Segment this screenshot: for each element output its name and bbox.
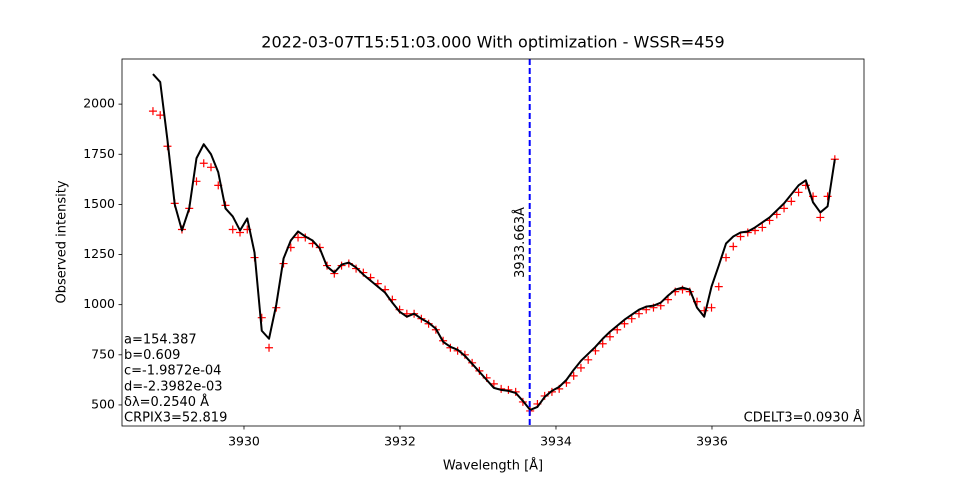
fit-parameter: b=0.609	[124, 348, 180, 363]
x-axis-label: Wavelength [Å]	[443, 458, 543, 474]
x-tick-label: 3930	[228, 434, 260, 449]
data-point	[613, 325, 622, 334]
y-tick-label: 1500	[83, 196, 115, 211]
data-point	[620, 319, 629, 328]
fit-parameter: CRPIX3=52.819	[124, 411, 227, 426]
data-point	[584, 355, 593, 364]
x-tick-label: 3936	[696, 434, 728, 449]
y-tick-label: 1000	[83, 296, 115, 311]
fit-parameter: d=-2.3982e-03	[124, 379, 223, 394]
data-point	[736, 232, 745, 241]
data-point	[714, 282, 723, 291]
data-point	[199, 159, 208, 168]
data-point	[228, 225, 237, 234]
data-point	[598, 339, 607, 348]
data-point	[758, 223, 767, 232]
chart-title: 2022-03-07T15:51:03.000 With optimizatio…	[261, 33, 724, 52]
y-tick-label: 2000	[83, 96, 115, 111]
x-tick-label: 3934	[540, 434, 572, 449]
data-point	[787, 197, 796, 206]
data-point	[294, 233, 303, 242]
data-point	[729, 242, 738, 251]
fit-parameter: a=154.387	[124, 333, 197, 348]
data-point	[265, 343, 274, 352]
data-point	[156, 111, 165, 120]
data-point	[627, 314, 636, 323]
data-point	[605, 332, 614, 341]
fit-parameter: CDELT3=0.0930 Å	[744, 410, 862, 426]
data-point	[816, 213, 825, 222]
y-tick-label: 500	[91, 396, 115, 411]
plot-frame	[121, 58, 865, 427]
data-point	[722, 253, 731, 262]
data-point	[823, 192, 832, 201]
data-point	[707, 303, 716, 312]
data-point	[794, 188, 803, 197]
data-point	[569, 371, 578, 380]
fit-parameter: c=-1.9872e-04	[124, 364, 221, 379]
fit-parameter: δλ=0.2540 Å	[124, 394, 209, 410]
data-point	[634, 309, 643, 318]
data-point	[148, 107, 157, 116]
reference-label: 3933.663Å	[512, 207, 528, 278]
data-point	[330, 269, 339, 278]
data-point	[206, 163, 215, 172]
y-tick-label: 1250	[83, 246, 115, 261]
y-tick-label: 750	[91, 346, 115, 361]
x-tick-label: 3932	[384, 434, 416, 449]
data-point	[576, 363, 585, 372]
data-point	[780, 204, 789, 213]
model-line	[152, 73, 836, 411]
y-tick-label: 1750	[83, 146, 115, 161]
y-axis-label: Observed intensity	[55, 180, 70, 303]
